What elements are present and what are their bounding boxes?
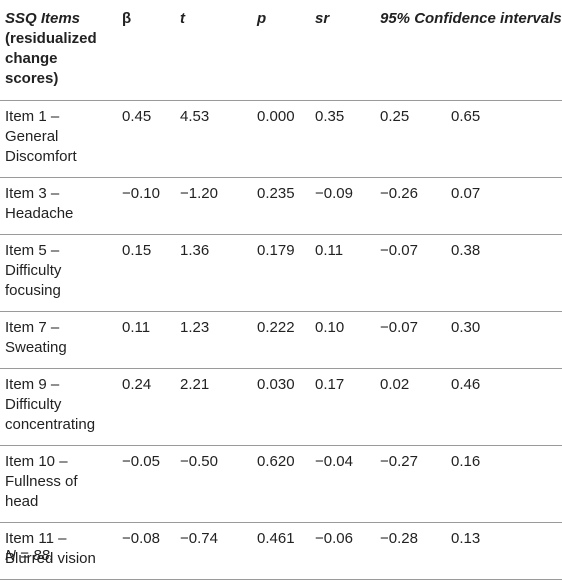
item-label-line: Fullness of [5, 473, 78, 490]
item-label-line: head [5, 493, 39, 510]
header-confidence-intervals: 95% Confidence intervals [375, 0, 562, 101]
header-t-label: t [180, 10, 185, 27]
cell-p: 0.222 [257, 319, 295, 336]
cell-t: 2.21 [180, 376, 210, 393]
cell-ci-high: 0.07 [451, 185, 481, 202]
table-row: Item 7 – Sweating 0.11 1.23 0.222 0.10 −0.07 0.… [0, 312, 562, 369]
item-label-line: concentrating [5, 416, 96, 433]
cell-beta: −0.08 [122, 530, 160, 547]
cell-sr: 0.10 [315, 319, 345, 336]
cell-beta: 0.11 [122, 319, 151, 336]
item-label-line: Item 3 – [5, 185, 60, 202]
cell-t: 1.23 [180, 319, 210, 336]
item-label-line: Item 10 – [5, 453, 68, 470]
header-row: SSQ Items (residualized change scores) β… [0, 0, 562, 101]
cell-item: Item 3 – Headache [0, 178, 117, 235]
header-p: p [252, 0, 310, 101]
header-item-line: scores) [5, 70, 59, 87]
table-row: Item 10 – Fullness of head −0.05 −0.50 0.620 −… [0, 446, 562, 523]
cell-ci-high: 0.46 [451, 376, 481, 393]
header-item-line: change [5, 50, 58, 67]
cell-sr: −0.06 [315, 530, 353, 547]
item-label-line: Item 7 – [5, 319, 60, 336]
cell-item: Item 10 – Fullness of head [0, 446, 117, 523]
header-ci-label: 95% Confidence intervals [380, 10, 562, 27]
item-label-line: Difficulty [5, 262, 62, 279]
cell-sr: 0.11 [315, 242, 344, 259]
cell-ci-high: 0.16 [451, 453, 481, 470]
cell-t: 1.36 [180, 242, 210, 259]
item-label-line: Sweating [5, 339, 67, 356]
cell-beta: 0.15 [122, 242, 152, 259]
cell-sr: −0.04 [315, 453, 353, 470]
table-header: SSQ Items (residualized change scores) β… [0, 0, 562, 101]
item-label-line: Item 9 – [5, 376, 60, 393]
cell-t: −1.20 [180, 185, 218, 202]
header-item-line: SSQ Items [5, 10, 81, 27]
cell-beta: −0.10 [122, 185, 160, 202]
cell-p: 0.179 [257, 242, 295, 259]
cell-p: 0.030 [257, 376, 295, 393]
header-ssq-items: SSQ Items (residualized change scores) [0, 0, 117, 101]
cell-t: −0.50 [180, 453, 218, 470]
header-item-line: (residualized [5, 30, 97, 47]
cell-beta: −0.05 [122, 453, 160, 470]
cell-ci-low: −0.26 [380, 185, 418, 202]
cell-ci-low: 0.25 [380, 108, 410, 125]
cell-ci-low: −0.07 [380, 242, 418, 259]
cell-p: 0.620 [257, 453, 295, 470]
cell-sr: −0.09 [315, 185, 353, 202]
table-body: Item 1 – General Discomfort 0.45 4.53 0.000 0.… [0, 101, 562, 580]
cell-ci-low: −0.07 [380, 319, 418, 336]
cell-item: Item 9 – Difficulty concentrating [0, 369, 117, 446]
header-sr-label: sr [315, 10, 330, 27]
cell-p: 0.000 [257, 108, 295, 125]
cell-item: Item 1 – General Discomfort [0, 101, 117, 178]
header-t: t [175, 0, 252, 101]
item-label-line: Discomfort [5, 148, 77, 165]
cell-item: Item 5 – Difficulty focusing [0, 235, 117, 312]
cell-beta: 0.24 [122, 376, 152, 393]
item-label-line: Item 1 – [5, 108, 60, 125]
header-beta: β [122, 10, 132, 27]
cell-item: Item 11 – Blurred vision [0, 523, 117, 580]
table-row: Item 5 – Difficulty focusing 0.15 1.36 0.179 0… [0, 235, 562, 312]
table-row: Item 3 – Headache −0.10 −1.20 0.235 −0.09 −0.2… [0, 178, 562, 235]
cell-sr: 0.35 [315, 108, 345, 125]
cell-ci-high: 0.13 [451, 530, 481, 547]
cell-ci-high: 0.30 [451, 319, 481, 336]
cell-sr: 0.17 [315, 376, 345, 393]
cell-ci-low: −0.28 [380, 530, 418, 547]
cell-p: 0.461 [257, 530, 295, 547]
cell-p: 0.235 [257, 185, 295, 202]
item-label-line: Headache [5, 205, 74, 222]
cell-t: 4.53 [180, 108, 210, 125]
header-sr: sr [310, 0, 375, 101]
header-p-label: p [257, 10, 267, 27]
cell-item: Item 7 – Sweating [0, 312, 117, 369]
table-row: Item 1 – General Discomfort 0.45 4.53 0.000 0.… [0, 101, 562, 178]
cell-beta: 0.45 [122, 108, 152, 125]
item-label-line: General [5, 128, 59, 145]
item-label-line: Difficulty [5, 396, 62, 413]
table-row: Item 9 – Difficulty concentrating 0.24 2.21 0… [0, 369, 562, 446]
item-label-line: Blurred vision [5, 550, 96, 567]
item-label-line: Item 11 – [5, 530, 67, 547]
cell-t: −0.74 [180, 530, 218, 547]
table-row: Item 11 – Blurred vision −0.08 −0.74 0.461 −0… [0, 523, 562, 580]
cell-ci-high: 0.65 [451, 108, 481, 125]
cell-ci-low: 0.02 [380, 376, 410, 393]
item-label-line: focusing [5, 282, 61, 299]
item-label-line: Item 5 – [5, 242, 60, 259]
cell-ci-low: −0.27 [380, 453, 418, 470]
cell-ci-high: 0.38 [451, 242, 481, 259]
table-note: N = 88. [5, 547, 54, 564]
